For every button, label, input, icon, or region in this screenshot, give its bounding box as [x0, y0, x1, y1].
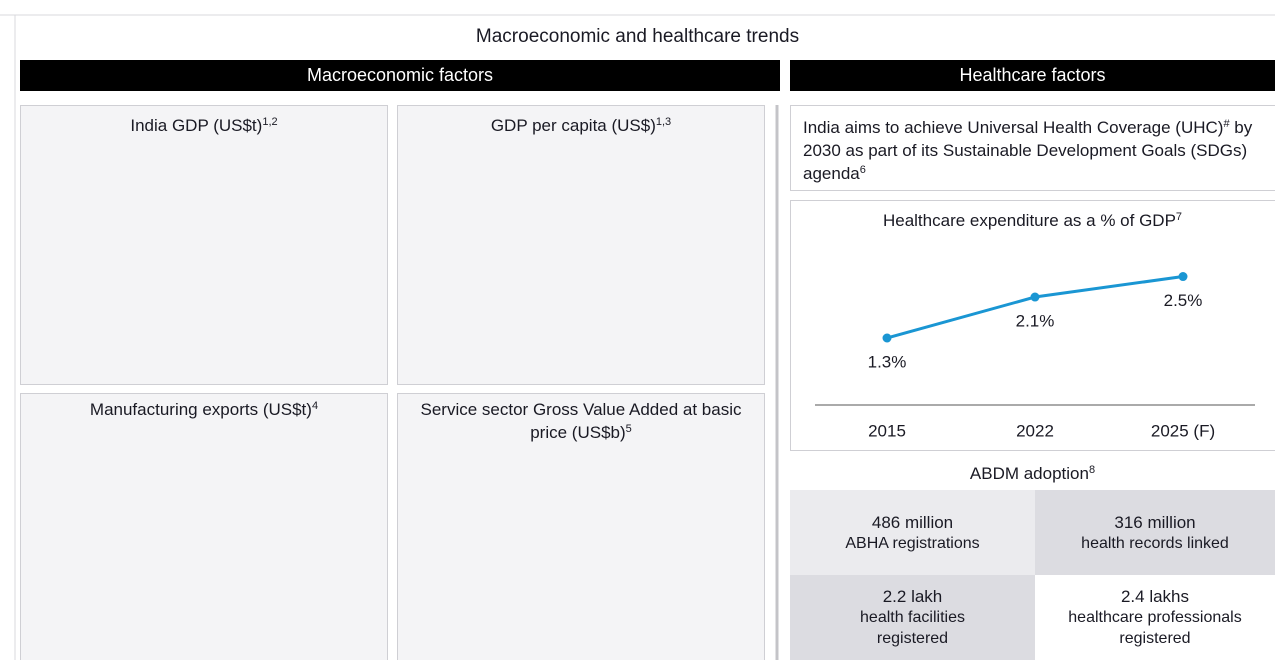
chart-title: Manufacturing exports (US$t)4: [84, 398, 324, 421]
tile: 316 million health records linked: [1035, 490, 1275, 575]
x-tick-label: 2022: [1016, 421, 1054, 440]
chart-title-text: GDP per capita (US$): [490, 116, 656, 135]
tile: 2.4 lakhs healthcare professionals regist…: [1035, 575, 1275, 660]
panel: [790, 200, 1275, 451]
uhc-text: by 2030 as part of its Sustainable Devel…: [803, 118, 1253, 183]
tile-value: 2.4 lakhs: [1120, 587, 1190, 606]
footnote: 7: [1175, 211, 1183, 223]
tile-label: ABHA registrations: [845, 534, 980, 552]
point: [1178, 272, 1188, 282]
chart-title: Service sector Gross Value Added at basi…: [411, 398, 751, 444]
uhc-text: India aims to achieve Universal Health C…: [803, 118, 1224, 137]
footnote: 1,2: [262, 116, 278, 128]
tile-label: healthcare professionals registered: [1068, 609, 1242, 647]
chart-title-text: India GDP (US$t): [130, 116, 263, 135]
data-label: 1.3%: [868, 352, 907, 371]
data-label: 2.5%: [1164, 291, 1203, 310]
panel: [20, 105, 388, 385]
tile-value: 316 million: [1114, 512, 1196, 532]
panel: [397, 393, 765, 660]
page-title: Macroeconomic and healthcare trends: [475, 26, 800, 47]
footnote: 1,3: [655, 116, 672, 128]
tile-label: health records linked: [1081, 534, 1229, 552]
point: [1030, 292, 1040, 302]
x-tick-label: 2015: [868, 421, 906, 440]
tile: 486 million ABHA registrations: [790, 490, 1035, 575]
chart-title-text: Manufacturing exports (US$t): [89, 400, 312, 419]
tile: 2.2 lakh health facilities registered: [790, 575, 1035, 660]
abdm-title: ABDM adoption8: [790, 462, 1275, 485]
section-bar: Healthcare factors: [790, 60, 1275, 91]
panel: [20, 393, 388, 660]
footnote: #: [1223, 118, 1230, 130]
footnote: 4: [311, 400, 319, 412]
chart-title: India GDP (US$t)1,2: [20, 114, 388, 137]
footnote: 6: [859, 164, 866, 176]
footnote: 5: [625, 423, 632, 435]
data-label: 2.1%: [1016, 311, 1055, 330]
tile-label: health facilities registered: [860, 609, 965, 647]
chart-title-text: Healthcare expenditure as a % of GDP: [882, 211, 1176, 230]
abdm-title-text: ABDM adoption: [969, 464, 1089, 483]
footnote: 8: [1088, 464, 1096, 476]
uhc-box: India aims to achieve Universal Health C…: [790, 105, 1275, 191]
chart-title: Healthcare expenditure as a % of GDP7: [790, 209, 1275, 232]
section-bar: Macroeconomic factors: [20, 60, 780, 91]
x-tick-label: 2025 (F): [1151, 421, 1215, 440]
panel: [397, 105, 765, 385]
tile-value: 2.2 lakh: [882, 587, 943, 606]
point: [882, 333, 892, 343]
chart-title: GDP per capita (US$)1,3: [397, 114, 765, 137]
tile-value: 486 million: [871, 512, 954, 532]
chart-title-text: Service sector Gross Value Added at basi…: [420, 400, 742, 442]
